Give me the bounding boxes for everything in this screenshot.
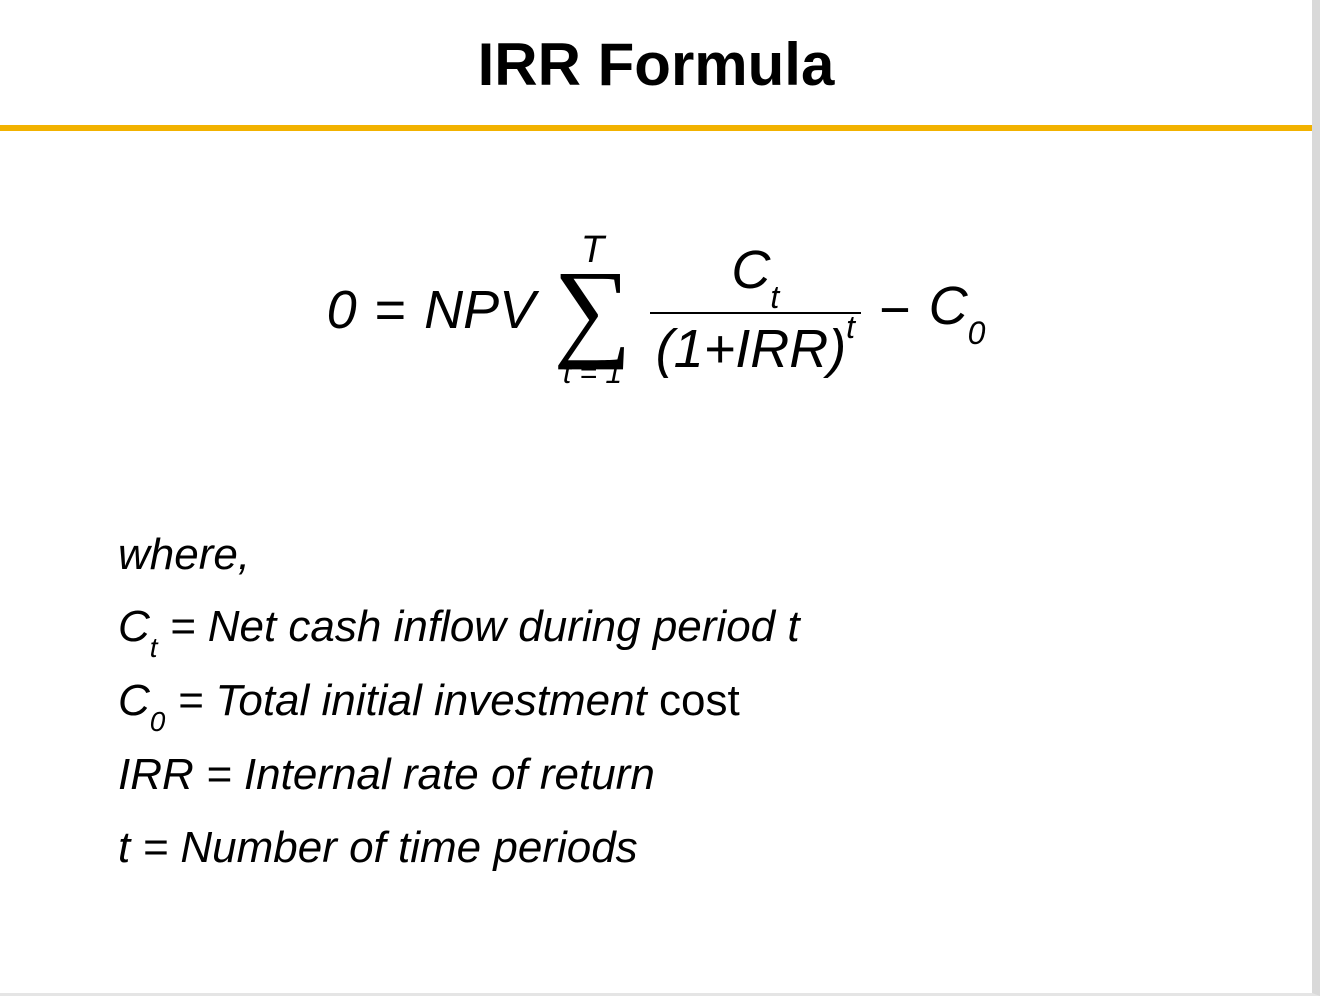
slide-title: IRR Formula [0,0,1312,125]
def-irr: IRR = Internal rate of return [118,739,1312,812]
tail-sub-0: 0 [968,315,986,351]
denominator-body: (1+IRR) [656,319,847,379]
formula-c0: C0 [929,275,986,344]
fraction-denominator: (1+IRR)t [650,314,861,380]
definitions-block: where, Ct = Net cash inflow during perio… [0,389,1312,885]
formula-area: 0 = NPV T ∑ t = 1 Ct (1+IRR)t − C0 [0,131,1312,389]
formula-minus: − [879,279,911,341]
formula-equals-1: = [375,279,407,341]
numerator-c: C [731,240,770,300]
def-c0: C0 = Total initial investment cost [118,665,1312,739]
formula-npv: NPV [424,279,535,341]
sigma-lower-limit: t = 1 [563,359,622,389]
sigma-symbol: ∑ [553,263,631,357]
def-c0-symbol: C [118,676,150,725]
def-ct-symbol: C [118,602,150,651]
numerator-sub-t: t [770,279,779,315]
def-ct: Ct = Net cash inflow during period t [118,591,1312,665]
where-label: where, [118,519,1312,592]
def-c0-text-italic: = Total initial investment [165,676,659,725]
def-c0-text-plain: cost [659,676,740,725]
sigma-block: T ∑ t = 1 [553,231,631,389]
def-ct-text: = Net cash inflow during period t [158,602,800,651]
def-t: t = Number of time periods [118,812,1312,885]
denominator-sup-t: t [846,309,855,345]
formula-lhs-zero: 0 [327,279,357,341]
tail-c: C [929,276,968,336]
def-ct-sub: t [150,632,158,663]
def-c0-sub: 0 [150,706,166,737]
fraction-numerator: Ct [725,239,785,312]
fraction: Ct (1+IRR)t [650,239,861,380]
